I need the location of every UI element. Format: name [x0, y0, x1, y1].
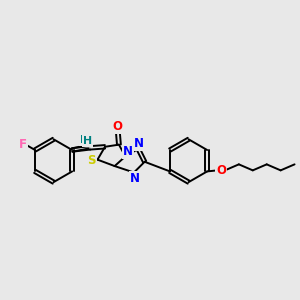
- Text: F: F: [19, 138, 27, 151]
- Text: N: N: [123, 145, 133, 158]
- Text: H: H: [83, 136, 92, 146]
- Text: O: O: [113, 120, 123, 133]
- Text: N: N: [130, 172, 140, 185]
- Text: O: O: [216, 164, 226, 177]
- Text: N: N: [134, 137, 144, 150]
- Text: S: S: [87, 154, 96, 167]
- Text: H: H: [80, 135, 90, 145]
